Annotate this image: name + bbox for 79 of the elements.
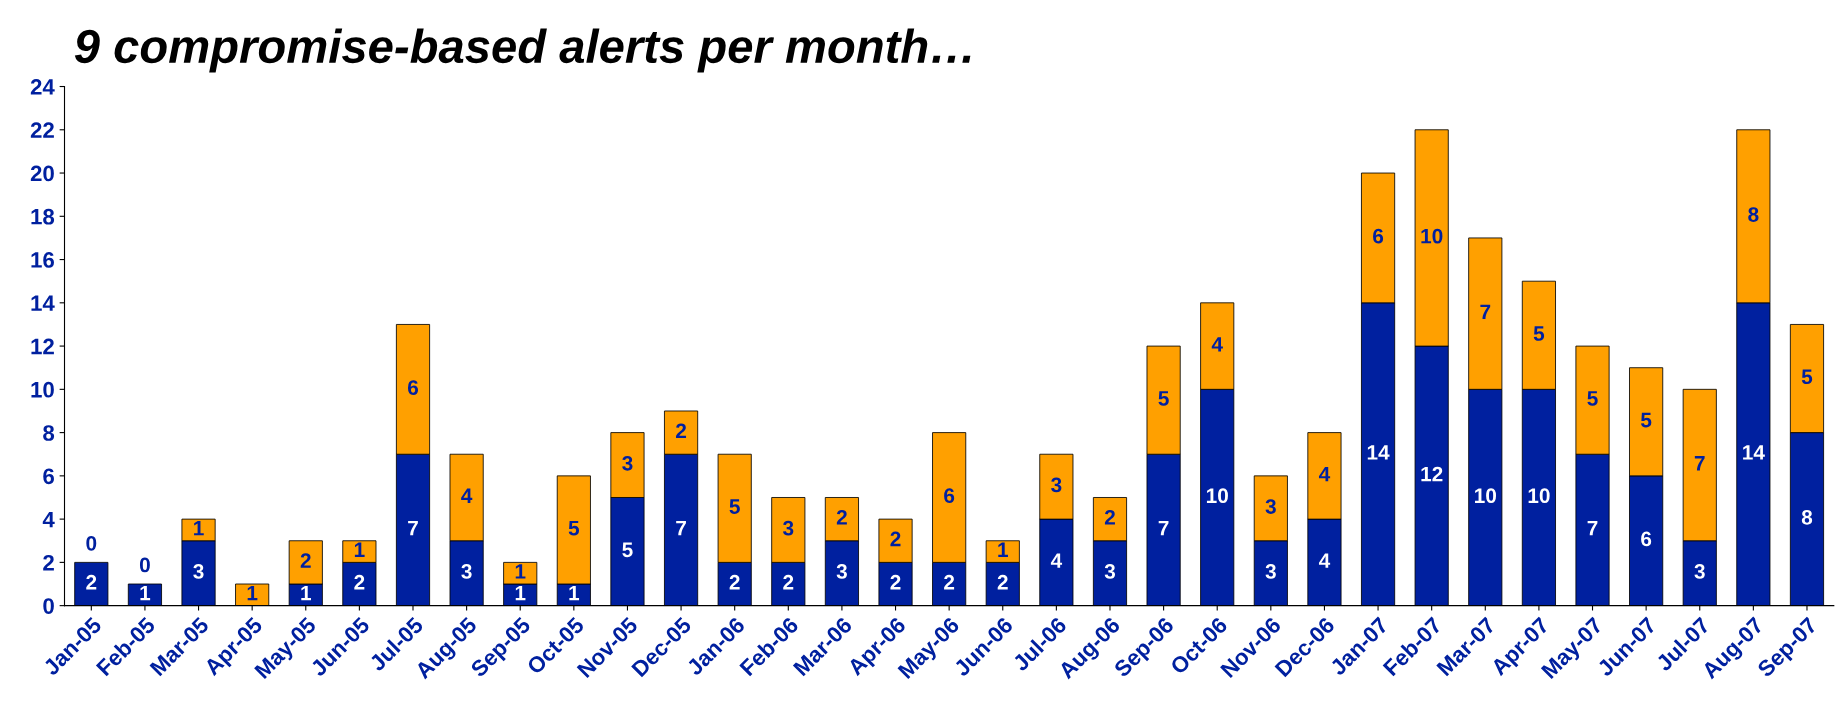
data-label: 7	[1587, 520, 1598, 536]
data-label: 1	[998, 542, 1008, 557]
data-label: 1	[247, 585, 258, 601]
y-tick-label: 4	[42, 511, 55, 528]
data-label: 5	[1587, 391, 1598, 406]
data-label: 2	[729, 574, 740, 590]
data-label: 4	[1318, 466, 1331, 482]
data-label: 7	[408, 520, 418, 536]
data-label: 1	[194, 520, 204, 536]
data-label: 6	[1373, 228, 1384, 244]
data-label: 6	[407, 380, 419, 395]
data-label: 1	[515, 564, 526, 579]
data-label: 2	[997, 574, 1008, 590]
data-label: 10	[1528, 488, 1550, 504]
y-tick-label: 12	[31, 338, 54, 355]
data-label: 4	[1318, 553, 1331, 568]
y-tick-label: 10	[31, 381, 54, 398]
data-label: 3	[1051, 477, 1062, 493]
data-label: 3	[1694, 564, 1705, 579]
data-label: 0	[86, 535, 97, 551]
data-label: 2	[890, 531, 901, 547]
data-label: 3	[1265, 499, 1276, 514]
data-label: 5	[1640, 412, 1652, 428]
data-label: 2	[890, 574, 901, 590]
y-tick-label: 20	[30, 165, 54, 182]
data-label: 3	[1265, 564, 1276, 579]
data-label: 8	[1748, 207, 1759, 222]
data-label: 3	[622, 455, 633, 471]
data-label: 14	[1743, 445, 1765, 460]
data-label: 7	[676, 520, 686, 536]
data-label: 2	[836, 509, 847, 525]
data-label: 2	[783, 574, 794, 590]
data-label: 10	[1421, 228, 1443, 244]
data-label: 10	[1206, 488, 1228, 504]
data-label: 3	[782, 520, 794, 536]
y-tick-label: 16	[31, 252, 54, 268]
data-label: 4	[1211, 337, 1223, 352]
data-label: 2	[354, 574, 365, 590]
data-label: 14	[1367, 445, 1390, 460]
data-label: 2	[300, 553, 311, 568]
data-label: 3	[461, 564, 472, 579]
data-label: 1	[354, 542, 365, 557]
data-label: 3	[193, 564, 204, 579]
data-label: 1	[515, 585, 526, 601]
data-label: 1	[140, 585, 151, 601]
data-label: 10	[1475, 488, 1497, 504]
data-label: 4	[1050, 553, 1063, 568]
data-label: 7	[1694, 456, 1705, 471]
data-label: 5	[1801, 369, 1813, 385]
data-label: 2	[86, 574, 97, 590]
y-tick-label: 0	[43, 598, 54, 614]
y-tick-label: 24	[30, 79, 55, 95]
data-label: 7	[1158, 520, 1169, 536]
data-label: 1	[301, 585, 311, 601]
y-tick-label: 14	[31, 295, 55, 311]
y-tick-label: 22	[30, 122, 54, 138]
data-label: 5	[568, 520, 580, 536]
data-label: 6	[944, 488, 955, 504]
data-label: 5	[1158, 391, 1169, 406]
data-label: 2	[944, 574, 955, 590]
data-label: 0	[139, 557, 150, 573]
data-label: 5	[1533, 326, 1545, 341]
data-label: 8	[1801, 509, 1813, 525]
data-label: 5	[622, 542, 633, 558]
data-label: 6	[1641, 531, 1652, 547]
y-tick-label: 2	[43, 554, 54, 571]
data-label: 7	[1480, 304, 1491, 320]
data-label: 12	[1421, 466, 1443, 482]
y-tick-label: 8	[43, 425, 55, 441]
y-tick-label: 6	[43, 468, 54, 485]
data-label: 3	[836, 564, 847, 579]
data-label: 4	[461, 488, 473, 503]
data-label: 2	[676, 423, 687, 438]
y-tick-label: 18	[31, 208, 55, 225]
data-label: 3	[1104, 564, 1116, 579]
data-label: 1	[569, 585, 580, 601]
data-label: 2	[1104, 509, 1115, 525]
data-label: 5	[729, 499, 740, 514]
chart-title: 9 compromise-based alerts per month…	[74, 28, 971, 73]
